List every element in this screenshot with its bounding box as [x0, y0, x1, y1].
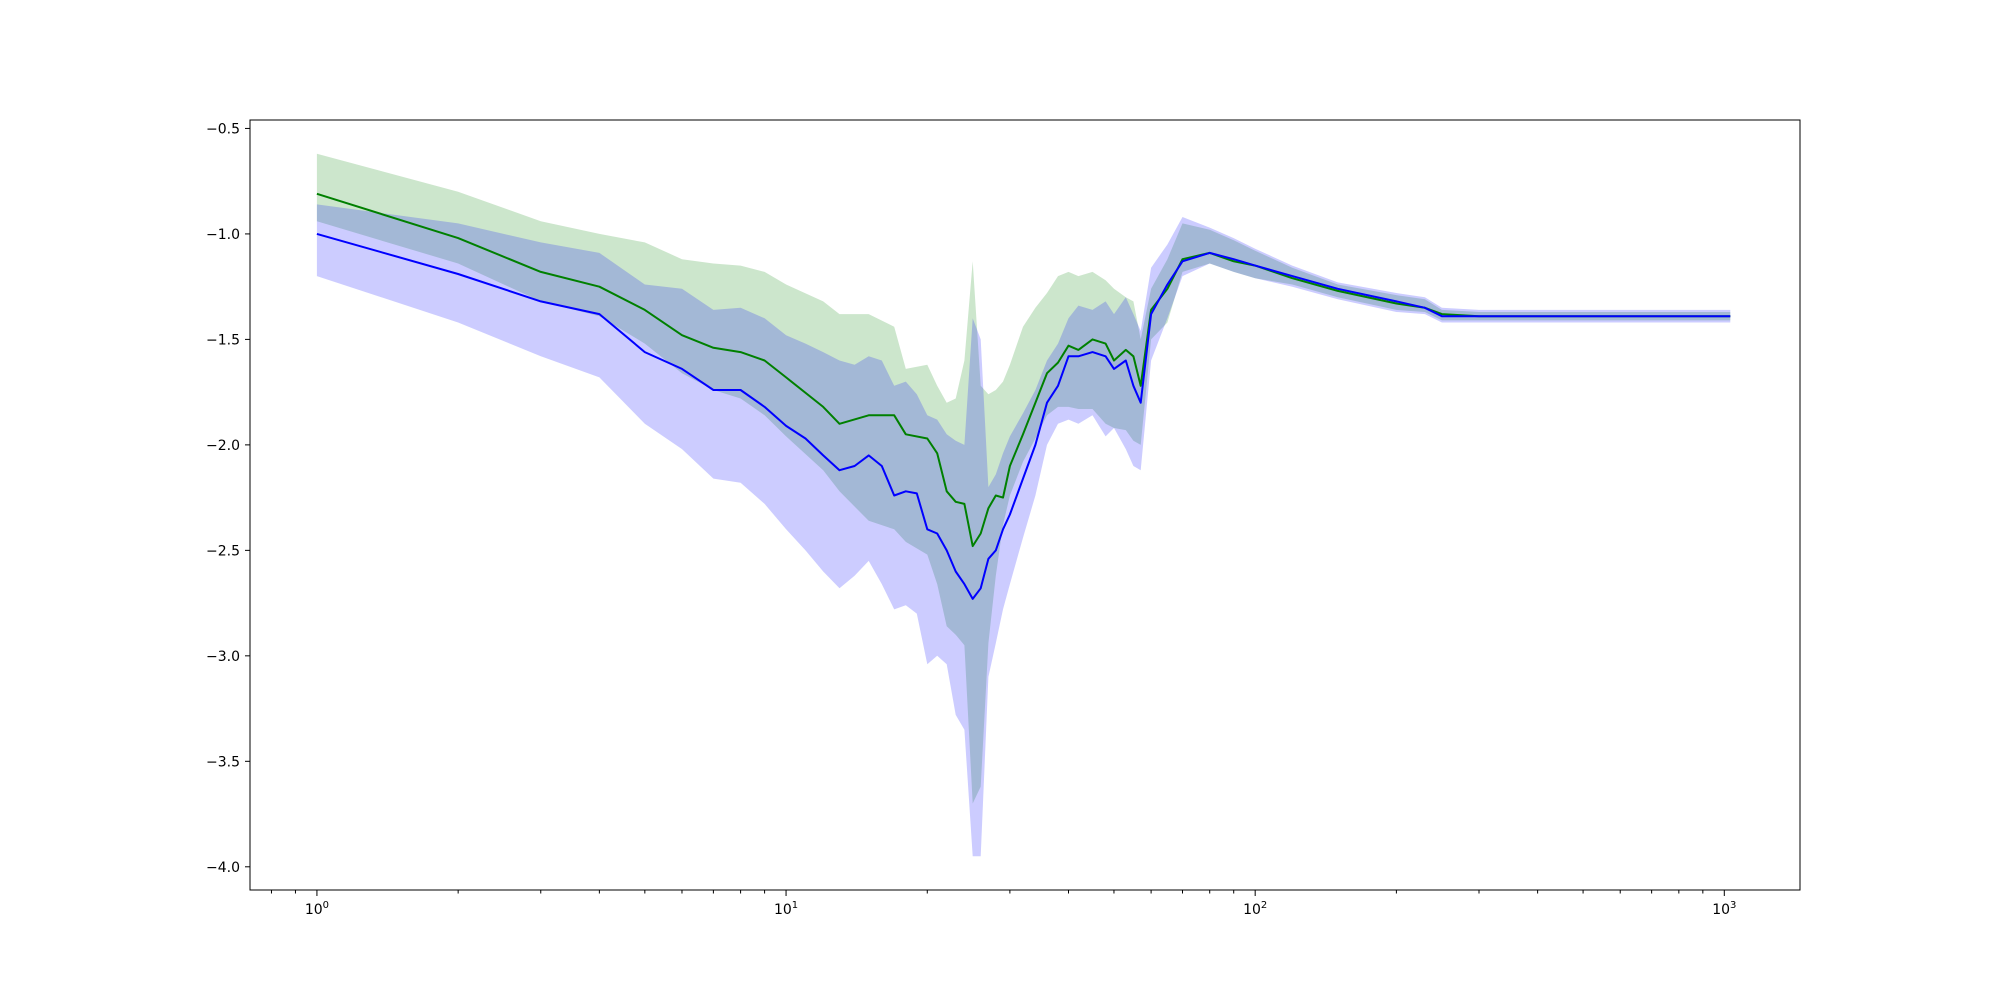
series-2-band: [316, 204, 1731, 857]
y-tick-label: −3.5: [206, 754, 240, 770]
y-tick-label: −4.0: [206, 860, 240, 876]
plot-frame: [249, 119, 1801, 891]
x-axis: 100 101 102 103: [270, 890, 1736, 918]
series-1-line: [316, 192, 1731, 548]
series-1-band: [316, 153, 1731, 804]
series-2-line: [316, 232, 1731, 600]
x-tick-label: 101: [774, 900, 798, 918]
x-tick-label: 102: [1243, 900, 1267, 918]
y-tick-label: −2.5: [206, 543, 240, 559]
x-tick-label: 100: [305, 900, 329, 918]
confidence-bands: [316, 153, 1731, 857]
y-tick-label: −3.0: [206, 649, 240, 665]
y-tick-label: −2.0: [206, 438, 240, 454]
y-axis: −0.5 −1.0 −1.5 −2.0 −2.5 −3.0 −3.5 −4.0: [206, 121, 250, 876]
y-tick-label: −0.5: [206, 121, 240, 137]
series-lines: [316, 192, 1731, 600]
y-tick-label: −1.5: [206, 332, 240, 348]
x-tick-label: 103: [1712, 900, 1736, 918]
y-tick-label: −1.0: [206, 227, 240, 243]
